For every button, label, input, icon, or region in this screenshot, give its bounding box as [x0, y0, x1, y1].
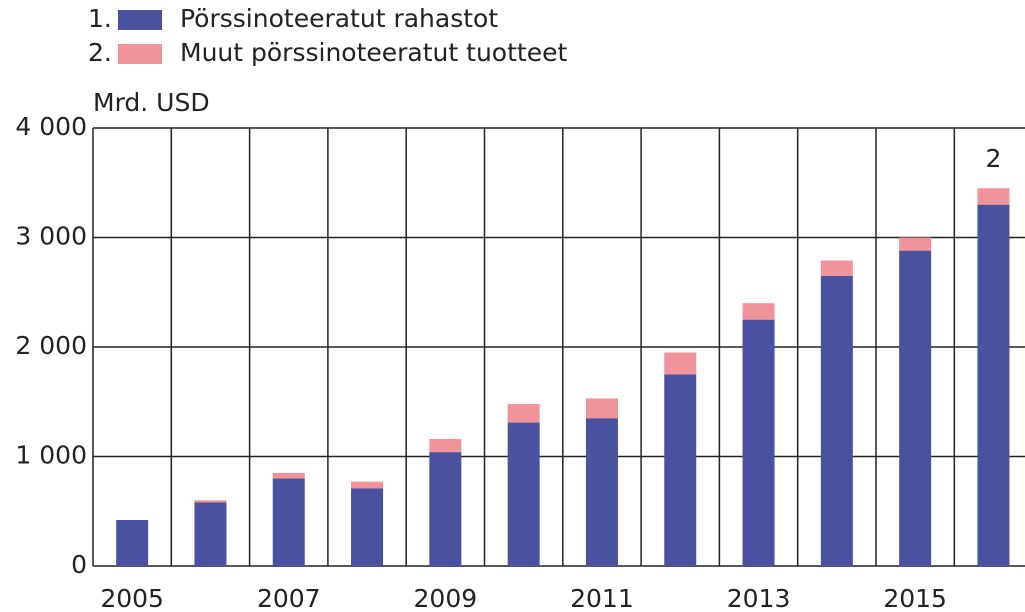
- x-tick-label: 2013: [727, 584, 791, 612]
- bar-segment: [507, 403, 540, 423]
- x-tick-label: 2015: [883, 584, 947, 612]
- bar-segment: [742, 303, 775, 320]
- bar-segment: [429, 438, 462, 453]
- bar-segment: [820, 260, 853, 276]
- bar-segment: [429, 452, 462, 566]
- x-tick-label: 2005: [100, 584, 164, 612]
- bar-segment: [977, 204, 1010, 566]
- bar-segment: [272, 472, 305, 479]
- bar-segment: [585, 398, 618, 419]
- bar-segment: [194, 500, 227, 503]
- legend-swatch: [118, 44, 162, 64]
- legend-label: Muut pörssinoteeratut tuotteet: [180, 38, 567, 67]
- y-tick-label: 2 000: [15, 331, 87, 360]
- y-tick-label: 1 000: [15, 441, 87, 470]
- x-tick-label: 2009: [414, 584, 478, 612]
- bar-segment: [664, 374, 697, 566]
- annotation: 2: [985, 144, 1001, 173]
- bar-segment: [664, 352, 697, 375]
- y-tick-label: 3 000: [15, 222, 87, 251]
- bar-segment: [116, 520, 149, 566]
- legend-number: 1.: [88, 4, 112, 33]
- x-tick-label: 2007: [257, 584, 321, 612]
- y-axis-label: Mrd. USD: [93, 88, 210, 117]
- bar-segment: [585, 418, 618, 566]
- x-tick-label: 2011: [570, 584, 634, 612]
- bar-segment: [742, 319, 775, 566]
- bar-segment: [272, 478, 305, 566]
- bar-segment: [899, 237, 932, 251]
- bar-segment: [194, 502, 227, 566]
- y-tick-label: 0: [71, 550, 87, 579]
- y-tick-label: 4 000: [15, 112, 87, 141]
- bar-segment: [351, 488, 384, 566]
- bar-segment: [977, 188, 1010, 205]
- bar-segment: [507, 422, 540, 566]
- bar-segment: [899, 250, 932, 566]
- legend-number: 2.: [88, 38, 112, 67]
- legend-label: Pörssinoteeratut rahastot: [180, 4, 498, 33]
- bar-segment: [820, 275, 853, 566]
- legend-swatch: [118, 10, 162, 30]
- bar-segment: [351, 481, 384, 489]
